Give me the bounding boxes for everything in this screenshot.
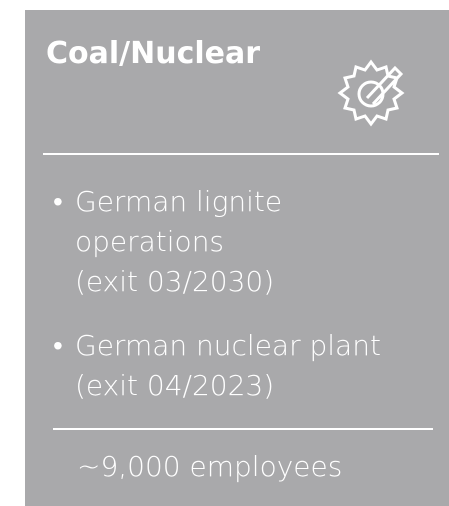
item-line: (exit 04/2023) <box>75 369 275 402</box>
item-line: German nuclear plant <box>75 329 381 362</box>
list-item: • German nuclear plant (exit 04/2023) <box>53 326 381 406</box>
bullet: • <box>53 329 63 362</box>
list-item: • German lignite operations (exit 03/203… <box>53 182 282 302</box>
item-line: German lignite <box>75 185 283 218</box>
icon <box>337 59 405 127</box>
card: Coal/Nuclear • German lignite operations… <box>25 10 449 506</box>
divider <box>43 153 439 155</box>
bullet: • <box>53 185 63 218</box>
item-line: (exit 03/2030) <box>75 265 275 298</box>
divider <box>53 428 433 430</box>
footer: ~9,000 employees <box>77 450 343 483</box>
item-line: operations <box>75 225 225 258</box>
title: Coal/Nuclear <box>46 36 261 71</box>
